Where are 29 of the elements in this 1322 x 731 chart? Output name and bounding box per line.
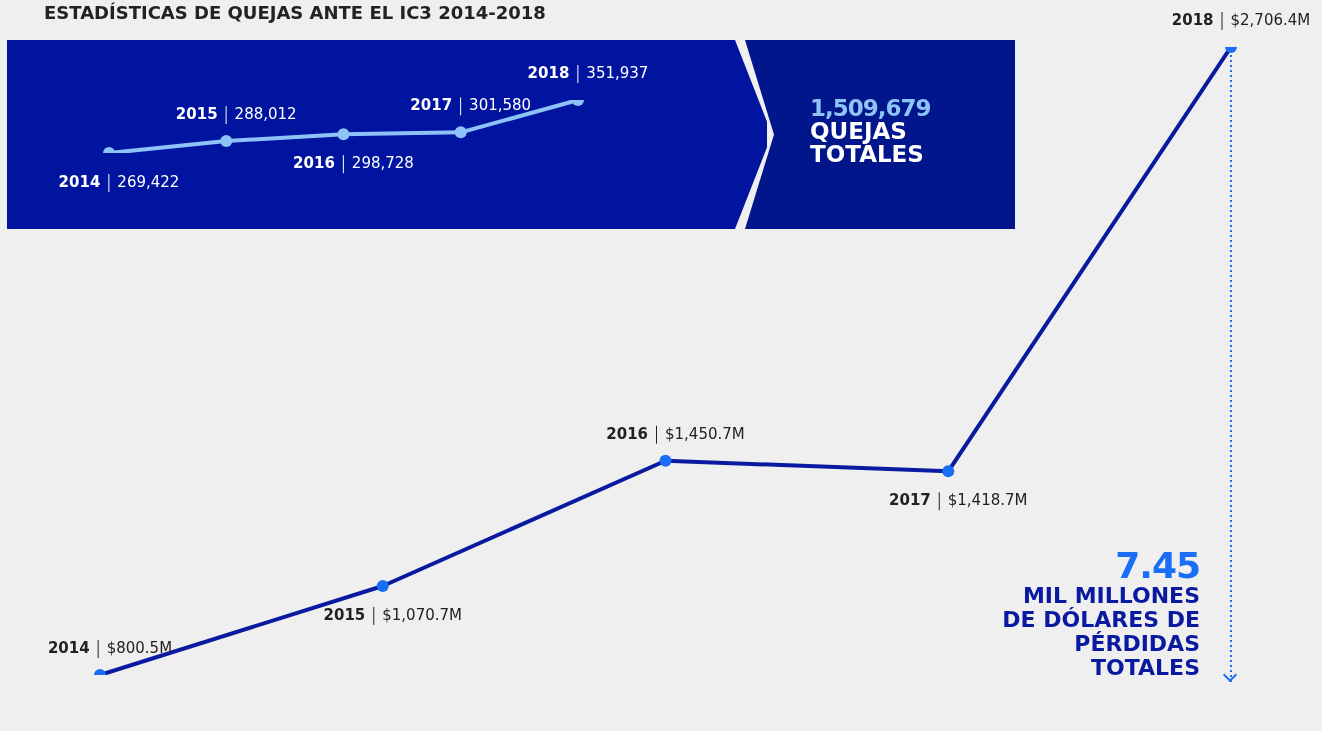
- x-tick-label: 2016: [293, 154, 335, 173]
- data-label: $1,070.7M: [382, 605, 462, 624]
- point: [942, 465, 955, 478]
- x-tick-label: 2017: [889, 491, 931, 510]
- data-label: $2,706.4M: [1230, 10, 1311, 29]
- data-label: 269,422: [117, 172, 180, 191]
- data-label: 351,937: [586, 63, 649, 82]
- data-label: $1,450.7M: [665, 424, 745, 443]
- x-tick-label: 2017: [410, 96, 453, 115]
- x-tick-label: 2015: [323, 605, 366, 624]
- data-label: 288,012: [234, 104, 297, 123]
- point: [659, 454, 672, 467]
- annotation: 7.45 MIL MILLONES DE DÓLARES DE PÉRDIDAS TOTALES: [1001, 545, 1200, 680]
- point: [220, 135, 233, 148]
- x-tick-label: 2018: [1171, 10, 1214, 29]
- point: [337, 128, 350, 141]
- data-label: $1,418.7M: [947, 491, 1028, 510]
- chart-title: ESTADÍSTICAS DE QUEJAS ANTE EL IC3 2014-2018: [44, 2, 546, 23]
- x-tick-label: 2015: [175, 104, 218, 123]
- point: [376, 579, 389, 592]
- data-label: 301,580: [469, 96, 532, 115]
- x-tick-label: 2018: [527, 63, 570, 82]
- data-label: 298,728: [351, 154, 414, 173]
- data-label: $800.5M: [106, 638, 173, 657]
- x-tick-label: 2014: [58, 172, 101, 191]
- annotation: 1,509,679 QUEJAS TOTALES: [810, 95, 931, 167]
- x-tick-label: 2016: [606, 424, 649, 443]
- x-tick-label: 2014: [47, 638, 90, 657]
- point: [454, 126, 467, 139]
